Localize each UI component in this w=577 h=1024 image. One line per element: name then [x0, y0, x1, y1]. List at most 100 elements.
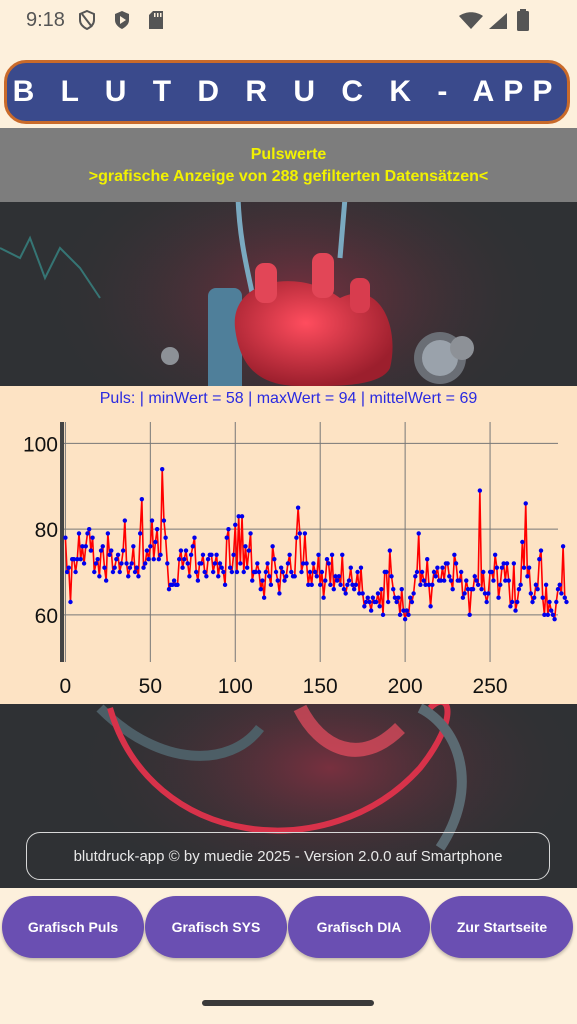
data-point	[278, 565, 284, 570]
data-point	[555, 586, 561, 592]
data-point	[231, 552, 236, 558]
data-point	[85, 531, 90, 536]
data-point	[353, 582, 359, 588]
data-point	[498, 582, 503, 588]
gesture-home-indicator[interactable]	[202, 1000, 374, 1006]
data-point	[355, 569, 360, 575]
data-point	[120, 548, 126, 553]
data-point	[357, 591, 362, 596]
data-point	[136, 574, 141, 579]
battery-icon	[517, 9, 529, 31]
data-point	[216, 574, 221, 579]
data-point	[156, 556, 162, 562]
data-point	[340, 552, 345, 558]
data-point	[506, 578, 511, 583]
data-point	[389, 574, 394, 579]
data-point	[475, 582, 481, 588]
data-point	[540, 595, 545, 600]
data-point	[282, 578, 287, 583]
data-point	[221, 569, 226, 575]
x-tick-label: 200	[388, 675, 423, 698]
x-tick-label: 50	[139, 675, 162, 698]
home-page-button[interactable]: Zur Startseite	[431, 896, 573, 958]
data-point	[452, 552, 457, 558]
data-point	[71, 556, 77, 562]
data-point	[295, 505, 301, 510]
data-point	[75, 556, 80, 562]
data-point	[200, 552, 206, 558]
graph-sys-button[interactable]: Grafisch SYS	[145, 896, 287, 958]
data-point	[385, 599, 391, 605]
data-point	[78, 556, 83, 562]
data-point	[238, 561, 243, 566]
data-point	[192, 535, 197, 540]
data-point	[408, 595, 413, 600]
data-point	[503, 578, 508, 583]
data-point	[195, 578, 201, 583]
data-point	[346, 578, 352, 583]
data-point	[377, 604, 382, 609]
data-point	[267, 574, 272, 579]
data-point	[562, 595, 567, 600]
data-point	[304, 561, 309, 566]
data-point	[413, 574, 418, 579]
data-point	[212, 561, 218, 566]
data-point	[516, 586, 522, 592]
data-point	[491, 578, 496, 583]
data-point	[301, 561, 306, 566]
data-point	[464, 578, 469, 583]
data-point	[394, 599, 399, 605]
data-point	[414, 569, 420, 575]
data-point	[479, 586, 484, 592]
data-point	[557, 582, 562, 588]
data-point	[302, 531, 308, 536]
data-point	[64, 569, 70, 575]
data-point	[458, 569, 464, 575]
data-point	[83, 544, 88, 549]
data-point	[183, 548, 189, 553]
data-point	[334, 578, 340, 583]
data-point	[102, 565, 107, 570]
graph-pulse-button[interactable]: Grafisch Puls	[2, 896, 144, 958]
data-point	[180, 565, 185, 570]
data-point	[236, 514, 241, 519]
data-point	[261, 595, 267, 600]
data-point	[492, 552, 498, 558]
data-point	[428, 604, 433, 609]
data-point	[66, 565, 71, 570]
data-point	[547, 599, 552, 605]
data-point	[188, 552, 194, 558]
footer-copyright: blutdruck-app © by muedie 2025 - Version…	[26, 832, 550, 880]
data-point	[239, 514, 245, 519]
data-point	[530, 599, 535, 605]
data-point	[489, 569, 494, 575]
data-point	[441, 578, 447, 583]
data-point	[401, 608, 406, 613]
data-point	[171, 578, 177, 583]
status-time: 9:18	[26, 9, 65, 31]
data-point	[467, 612, 472, 618]
data-point	[509, 599, 515, 605]
data-point	[440, 565, 445, 570]
data-point	[144, 548, 150, 553]
data-point	[545, 612, 551, 618]
data-point	[404, 608, 410, 613]
sd-card-icon	[149, 11, 163, 29]
subtitle-title: Pulswerte	[250, 146, 327, 163]
graph-dia-button[interactable]: Grafisch DIA	[288, 896, 430, 958]
data-point	[256, 569, 262, 575]
data-point	[177, 556, 182, 562]
data-point	[105, 531, 111, 536]
subtitle-band: Pulswerte >grafische Anzeige von 288 gef…	[0, 128, 577, 202]
data-point	[284, 574, 289, 579]
data-point	[358, 565, 364, 570]
data-point	[370, 595, 376, 600]
data-point	[552, 616, 557, 622]
data-point	[103, 578, 109, 583]
data-point	[92, 569, 97, 575]
signal-icon	[489, 13, 507, 29]
data-point	[430, 582, 435, 588]
data-point	[421, 578, 427, 583]
data-point	[202, 569, 207, 575]
data-point	[331, 586, 336, 592]
